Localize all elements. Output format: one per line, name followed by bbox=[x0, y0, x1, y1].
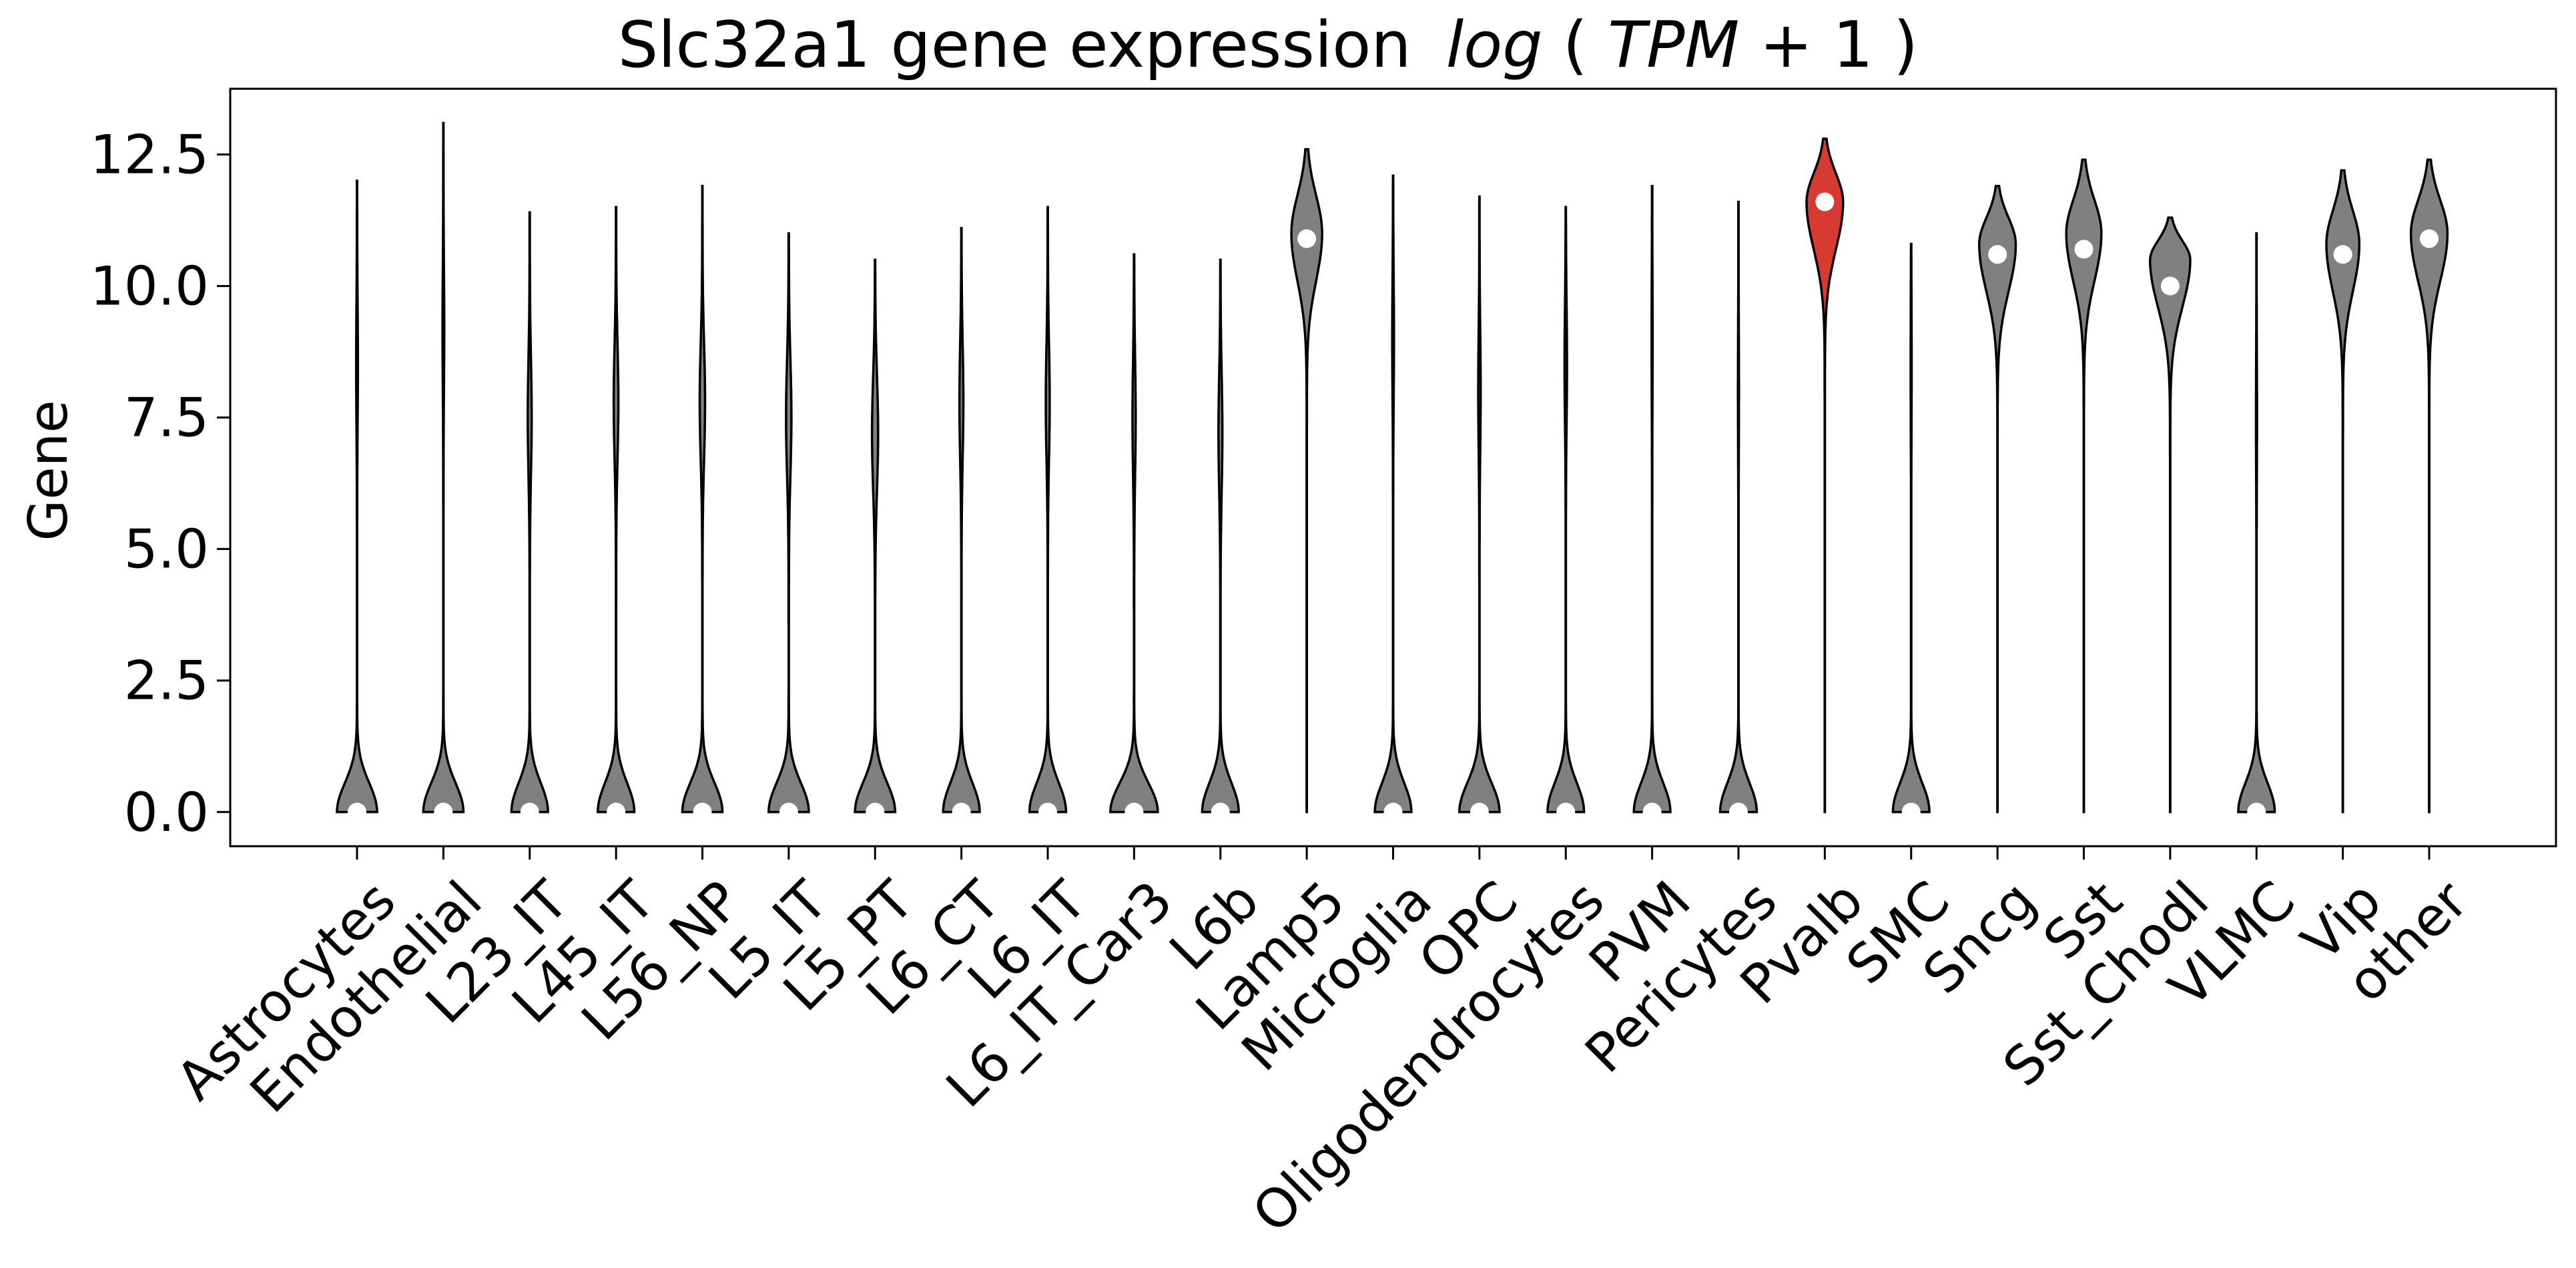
violin-l6_it bbox=[1028, 206, 1068, 814]
median-dot bbox=[1297, 229, 1317, 248]
y-tick-label: 12.5 bbox=[90, 124, 209, 186]
chart-title-op: + 1 bbox=[1760, 9, 1873, 82]
violin-vip bbox=[2325, 169, 2361, 814]
median-dot bbox=[693, 802, 712, 822]
violin-astrocytes bbox=[336, 180, 378, 814]
median-dot bbox=[2247, 802, 2266, 822]
violin-pericytes bbox=[1718, 200, 1758, 814]
chart-title-fn: log bbox=[1446, 9, 1543, 82]
median-dot bbox=[434, 802, 453, 822]
median-dot bbox=[348, 802, 366, 822]
violin-l6_it_car3 bbox=[1108, 253, 1159, 814]
median-dot bbox=[1211, 802, 1230, 822]
violin-lamp5 bbox=[1290, 147, 1323, 814]
median-dot bbox=[607, 802, 626, 822]
median-dot bbox=[1124, 802, 1144, 822]
violin-microglia bbox=[1373, 174, 1413, 814]
violin-sncg bbox=[1977, 185, 2017, 814]
median-dot bbox=[1556, 802, 1576, 822]
chart-title-close-paren: ) bbox=[1893, 9, 1918, 82]
median-dot bbox=[2333, 245, 2352, 264]
violin-sst_chodl bbox=[2149, 216, 2192, 814]
median-dot bbox=[1470, 802, 1489, 822]
y-tick-label: 0.0 bbox=[124, 781, 209, 844]
violin-l6b bbox=[1201, 258, 1240, 814]
median-dot bbox=[1901, 802, 1921, 822]
median-dot bbox=[1729, 802, 1748, 822]
chart-title-open-paren: ( bbox=[1563, 9, 1588, 82]
y-tick-label: 5.0 bbox=[124, 519, 209, 581]
median-dot bbox=[1038, 802, 1057, 822]
violin-l6_ct bbox=[942, 227, 981, 814]
median-dot bbox=[866, 802, 885, 822]
violin-smc bbox=[1891, 242, 1931, 814]
median-dot bbox=[1642, 802, 1662, 822]
median-dot bbox=[1815, 192, 1835, 212]
median-dot bbox=[1383, 802, 1403, 822]
violin-opc bbox=[1458, 195, 1501, 814]
median-dot bbox=[2074, 240, 2094, 259]
median-dot bbox=[2160, 276, 2180, 296]
y-axis-label: Gene bbox=[17, 400, 79, 541]
median-dot bbox=[2420, 229, 2439, 248]
violin-other bbox=[2409, 158, 2449, 814]
y-tick-label: 7.5 bbox=[124, 387, 209, 449]
violin-endothelial bbox=[422, 121, 465, 814]
violin-sst bbox=[2065, 158, 2103, 814]
violin-l5_it bbox=[767, 232, 810, 814]
violin-vlmc bbox=[2237, 232, 2276, 814]
violin-pvm bbox=[1632, 185, 1672, 814]
y-tick-label: 2.5 bbox=[124, 650, 209, 712]
violin-l45_it bbox=[596, 206, 636, 814]
violin-l23_it bbox=[510, 211, 549, 814]
violin-oligodendrocytes bbox=[1546, 206, 1586, 814]
violin-l56_np bbox=[681, 185, 724, 814]
median-dot bbox=[779, 802, 798, 822]
median-dot bbox=[520, 802, 539, 822]
y-axis-ticks: 0.0 2.5 5.0 7.5 10.0 12.5 bbox=[90, 124, 230, 844]
y-tick-label: 10.0 bbox=[90, 256, 209, 318]
x-axis-ticks: AstrocytesEndothelialL23_ITL45_ITL56_NPL… bbox=[165, 846, 2479, 1245]
violin-marks bbox=[336, 121, 2449, 822]
chart-title: Slc32a1 gene expression log ( TPM + 1 ) bbox=[618, 9, 1918, 82]
chart-title-main: Slc32a1 gene expression bbox=[618, 9, 1411, 82]
chart-title-var: TPM bbox=[1608, 9, 1739, 82]
violin-l5_pt bbox=[854, 258, 897, 814]
median-dot bbox=[952, 802, 971, 822]
median-dot bbox=[1988, 245, 2007, 264]
violin-pvalb bbox=[1805, 137, 1845, 814]
plot-frame bbox=[229, 87, 2557, 848]
